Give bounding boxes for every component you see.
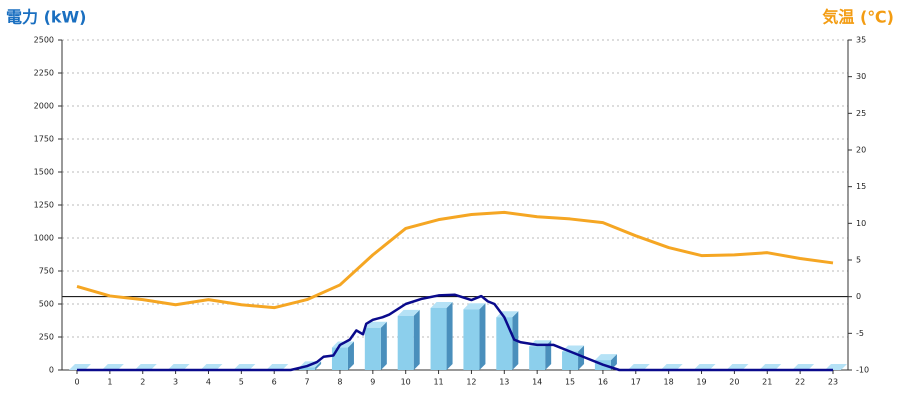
bar-top <box>693 364 716 370</box>
x-tick-label: 9 <box>370 378 375 387</box>
x-tick-label: 4 <box>206 378 211 387</box>
x-tick-label: 6 <box>272 378 277 387</box>
x-tick-label: 19 <box>696 378 706 387</box>
bar-top <box>660 364 683 370</box>
y2-tick-label: 0 <box>856 292 861 301</box>
y-tick-label: 2000 <box>34 102 54 111</box>
x-tick-label: 0 <box>74 378 79 387</box>
bar-top <box>69 364 91 370</box>
bar <box>529 346 546 370</box>
bar-side <box>610 354 617 370</box>
y-tick-label: 1000 <box>34 234 54 243</box>
y-tick-label: 250 <box>39 333 54 342</box>
bar-top <box>397 309 420 316</box>
y-tick-label: 2500 <box>34 36 54 45</box>
bar-top <box>759 364 782 370</box>
y-axis-title: 電力 (kW) <box>6 8 87 27</box>
bar-side <box>315 361 322 370</box>
y2-tick-label: 15 <box>856 182 866 191</box>
bar <box>331 347 348 370</box>
bar-top <box>825 364 847 370</box>
bar-top <box>792 364 815 370</box>
bar-top <box>594 354 617 361</box>
y2-tick-label: 10 <box>856 219 866 228</box>
bar <box>299 367 316 370</box>
x-tick-label: 23 <box>828 378 838 387</box>
y2-tick-label: -10 <box>856 366 869 375</box>
x-tick-label: 17 <box>631 378 641 387</box>
x-tick-label: 12 <box>466 378 476 387</box>
bar-side <box>545 340 552 370</box>
bar-top <box>726 364 749 370</box>
y-tick-label: 0 <box>49 366 54 375</box>
x-tick-label: 22 <box>795 378 805 387</box>
x-tick-label: 10 <box>401 378 411 387</box>
x-tick-label: 21 <box>762 378 772 387</box>
y-tick-label: 2250 <box>34 69 54 78</box>
y2-tick-label: 25 <box>856 109 866 118</box>
y2-axis-title: 気温 (℃) <box>822 8 894 27</box>
bar-top <box>233 364 256 370</box>
bar-side <box>479 303 486 370</box>
x-tick-label: 15 <box>565 378 575 387</box>
y-tick-label: 750 <box>39 267 54 276</box>
y-tick-label: 1750 <box>34 135 54 144</box>
y2-tick-label: 30 <box>856 72 866 81</box>
bar-top <box>266 364 289 370</box>
y2-tick-label: 5 <box>856 256 861 265</box>
bar-side <box>347 341 354 370</box>
temperature-line <box>76 210 834 310</box>
bar-top <box>627 364 650 370</box>
x-tick-label: 13 <box>499 378 509 387</box>
x-tick-label: 11 <box>433 378 443 387</box>
x-tick-label: 7 <box>305 378 310 387</box>
x-tick-label: 5 <box>239 378 244 387</box>
bar-top <box>134 364 157 370</box>
x-tick-label: 20 <box>729 378 739 387</box>
x-tick-label: 2 <box>140 378 145 387</box>
bar-side <box>446 301 453 370</box>
bar <box>397 315 414 370</box>
y-tick-label: 500 <box>39 300 54 309</box>
bar-top <box>167 364 190 370</box>
bar <box>496 317 513 370</box>
y2-tick-label: 35 <box>856 36 866 45</box>
x-tick-label: 1 <box>107 378 112 387</box>
x-tick-label: 8 <box>337 378 342 387</box>
bar-top <box>430 301 453 308</box>
bar <box>562 351 579 370</box>
bar-side <box>413 309 420 370</box>
x-tick-label: 14 <box>532 378 542 387</box>
y-tick-label: 1500 <box>34 168 54 177</box>
power-line <box>77 293 833 372</box>
bar <box>463 309 480 370</box>
bar-top <box>364 321 387 328</box>
bar-side <box>578 345 585 370</box>
bar-top <box>463 303 486 310</box>
bar-top <box>200 364 223 370</box>
y-tick-label: 1250 <box>34 201 54 210</box>
bar-side <box>380 321 387 370</box>
bar <box>430 307 447 370</box>
x-tick-label: 18 <box>664 378 674 387</box>
y2-tick-label: -5 <box>856 329 864 338</box>
x-tick-label: 3 <box>173 378 178 387</box>
bar <box>364 327 381 370</box>
bar-top <box>101 364 124 370</box>
x-tick-label: 16 <box>598 378 608 387</box>
y2-tick-label: 20 <box>856 146 866 155</box>
